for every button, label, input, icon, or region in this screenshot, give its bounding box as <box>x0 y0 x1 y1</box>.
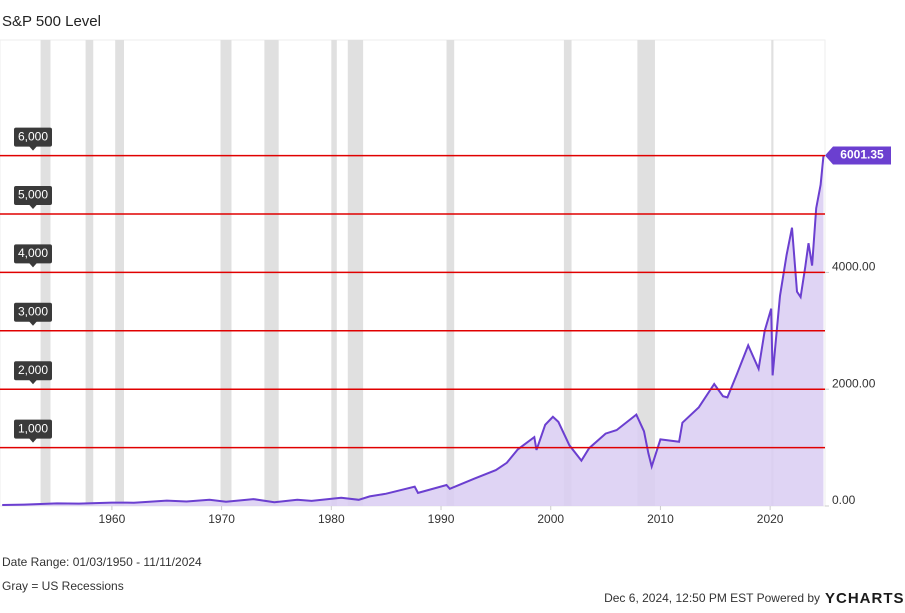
reference-label: 2,000 <box>18 363 48 377</box>
reference-label-box <box>14 127 52 147</box>
y-tick-label: 2000.00 <box>832 376 876 390</box>
timestamp: Dec 6, 2024, 12:50 PM EST Powered by <box>604 591 820 605</box>
x-tick-label: 2000 <box>537 512 564 526</box>
reference-label-pointer <box>29 379 37 385</box>
x-tick-label: 2010 <box>647 512 674 526</box>
price-line <box>2 155 825 506</box>
x-tick-label: 1990 <box>428 512 455 526</box>
x-tick-label: 1980 <box>318 512 345 526</box>
last-value-label: 6001.35 <box>840 148 884 162</box>
chart-title: S&P 500 Level <box>2 13 101 30</box>
reference-label-pointer <box>29 204 37 210</box>
reference-label-pointer <box>29 146 37 151</box>
reference-label: 4,000 <box>18 246 48 260</box>
y-tick-label: 4000.00 <box>832 260 876 274</box>
recession-note: Gray = US Recessions <box>2 579 124 593</box>
reference-label-box <box>14 186 52 206</box>
x-tick-label: 1960 <box>99 512 126 526</box>
reference-label: 1,000 <box>18 421 48 435</box>
reference-label-pointer <box>29 438 37 443</box>
area-fill <box>2 155 824 506</box>
last-value-box <box>825 146 891 165</box>
reference-label-box <box>14 302 52 322</box>
reference-label: 6,000 <box>18 129 48 143</box>
reference-label: 5,000 <box>18 188 48 202</box>
reference-label-box <box>14 244 52 264</box>
date-range: Date Range: 01/03/1950 - 11/11/2024 <box>2 555 202 569</box>
reference-label-pointer <box>29 321 37 326</box>
reference-label-pointer <box>29 262 37 268</box>
x-tick-label: 2020 <box>757 512 784 526</box>
reference-label: 3,000 <box>18 304 48 318</box>
reference-label-box <box>14 361 52 381</box>
reference-label-box <box>14 419 52 439</box>
brand-logo: YCHARTS <box>825 590 905 607</box>
y-tick-label: 0.00 <box>832 493 856 507</box>
x-tick-label: 1970 <box>208 512 235 526</box>
